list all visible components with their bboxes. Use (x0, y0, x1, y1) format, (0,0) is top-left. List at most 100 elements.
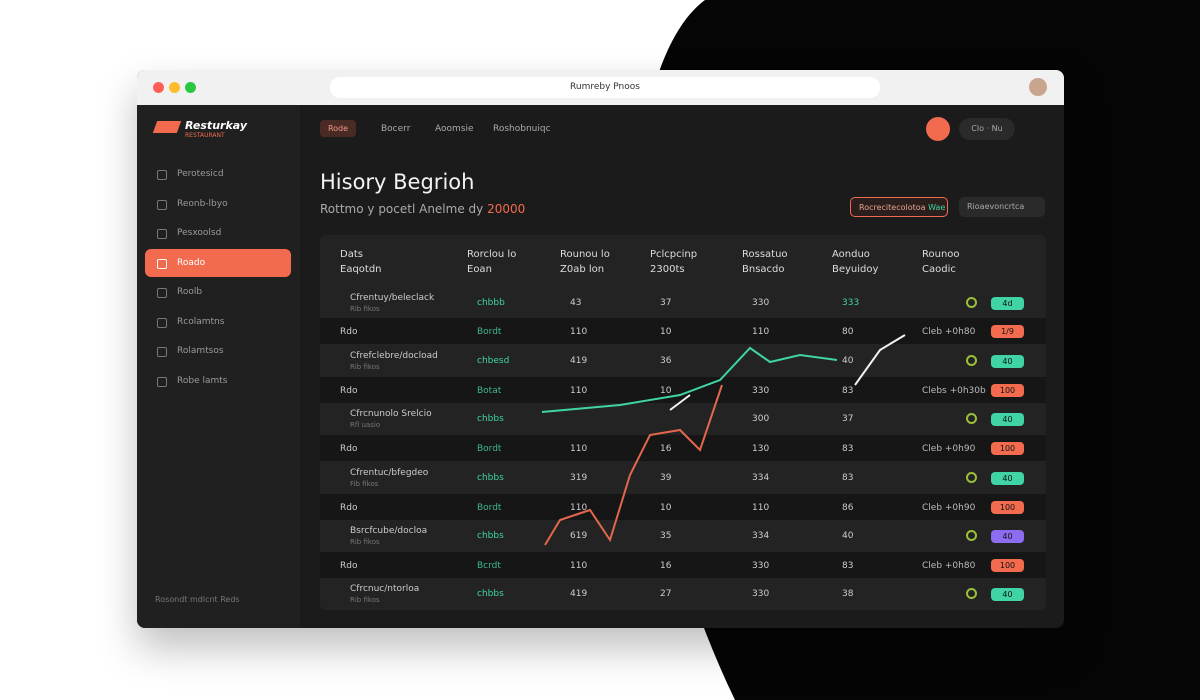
row-cell: 110 (570, 386, 588, 396)
row-icon (966, 413, 977, 424)
page-title: Hisory Begrioh (320, 170, 475, 194)
column-header: Rounoo (922, 249, 960, 260)
row-cell: 83 (842, 444, 854, 454)
row-cell: Bordt (477, 444, 502, 454)
status-badge[interactable]: 40 (991, 588, 1024, 601)
row-name: Cfrcnunolo Srelcio (350, 409, 432, 419)
column-header: Rounou lo (560, 249, 610, 260)
minimize[interactable] (169, 82, 180, 93)
row-cell: 10 (660, 327, 672, 337)
row-sub: Rfl uasio (350, 421, 381, 429)
column-header: Eaqotdn (340, 264, 382, 275)
status-badge[interactable]: 100 (991, 384, 1024, 397)
column-header: Eoan (467, 264, 492, 275)
status-badge[interactable]: 100 (991, 501, 1024, 514)
row-name: Cfrefclebre/docload (350, 351, 438, 361)
nav-link[interactable]: Aoomsie (435, 124, 474, 134)
row-cell: 83 (842, 473, 854, 483)
status-badge[interactable]: 40 (991, 472, 1024, 485)
row-cell: 319 (570, 473, 588, 483)
nav-link[interactable]: Bocerr (381, 124, 411, 134)
sidebar-item[interactable]: Roado (145, 248, 291, 277)
filter-text: Rocrecitecolotoa (859, 203, 926, 212)
column-header: Beyuidoy (832, 264, 879, 275)
row-cell: 110 (570, 503, 588, 513)
row-sub: Fib fikos (350, 480, 379, 488)
row-cell: 43 (570, 298, 582, 308)
status-badge[interactable]: 1/9 (991, 325, 1024, 338)
row-cell: 110 (570, 561, 588, 571)
trend-overlay (541, 334, 906, 546)
filter[interactable]: Rocrecitecolotoa Wae (850, 197, 948, 217)
url-bar[interactable]: Rumreby Pnoos (330, 77, 880, 98)
table-row: Rdo Bcrdt 110 16 330 83 Cleb +0h80 100 (320, 552, 1046, 578)
highlight: 20000 (487, 202, 526, 216)
status-badge[interactable]: 4d (991, 297, 1024, 310)
row-cell: 83 (842, 561, 854, 571)
row-cell: 40 (842, 531, 854, 541)
row-cell: 333 (842, 298, 860, 308)
avatar[interactable] (1029, 78, 1047, 96)
status-badge[interactable]: 40 (991, 530, 1024, 543)
sidebar-icon (157, 258, 167, 269)
column-header: Z0ab lon (560, 264, 605, 275)
title-bar: Rumreby Pnoos (137, 70, 1064, 105)
status-badge[interactable]: 100 (991, 442, 1024, 455)
table-row: Cfrentuy/beleclack Rib fikos chbbb 43 37 330 3… (320, 287, 1046, 319)
sidebar-item[interactable]: Pesxoolsd (177, 228, 222, 238)
column-header: Rossatuo (742, 249, 788, 260)
table-row: Rdo Bordt 110 10 110 80 Cleb +0h80 1/9 (320, 318, 1046, 344)
sidebar-footer: Rosondt mdlcnt Reds (155, 595, 240, 604)
row-cell: 86 (842, 503, 854, 513)
row-icon (966, 472, 977, 483)
sort[interactable]: Rioaevoncrtca (959, 197, 1045, 217)
sidebar-item[interactable]: Roolb (177, 287, 203, 297)
row-cell: 619 (570, 531, 588, 541)
sidebar-item[interactable]: Rcolamtns (177, 316, 225, 327)
table-row: Cfrentuc/bfegdeo Fib fikos chbbs 319 39 334 83… (320, 462, 1046, 494)
row-icon (966, 588, 977, 599)
row-note: Cleb +0h80 (922, 327, 976, 337)
user-menu[interactable]: Clo · Nu (959, 118, 1015, 140)
row-note: Clebs +0h30b (922, 386, 986, 396)
row-cell: 10 (660, 386, 672, 396)
sidebar: Resturkay RESTAURANT Perotesicd Reonb-lby… (137, 105, 300, 628)
status-badge[interactable]: 40 (991, 355, 1024, 368)
status-badge[interactable]: 100 (991, 559, 1024, 572)
row-sub: Rib fikos (350, 305, 380, 313)
subtitle-text: Rottmo y pocetl Anelme dy (320, 202, 484, 216)
row-name: Rdo (340, 561, 358, 571)
row-cell: 16 (660, 561, 672, 571)
sidebar-item[interactable]: Perotesicd (177, 169, 224, 179)
column-header: Aonduo (832, 249, 870, 260)
row-cell: 10 (660, 503, 672, 513)
row-cell: 300 (752, 414, 770, 424)
status-badge[interactable]: 40 (991, 413, 1024, 426)
close[interactable] (153, 82, 164, 93)
row-cell: 110 (570, 327, 588, 337)
row-name: Rdo (340, 386, 358, 396)
column-header: Bnsacdo (742, 264, 785, 275)
notification[interactable] (926, 117, 950, 141)
nav-chip[interactable]: Rode (320, 120, 356, 137)
lang: Nu (991, 124, 1003, 133)
sidebar-item[interactable]: Reonb-lbyo (177, 198, 228, 209)
row-cell: 83 (842, 386, 854, 396)
table-row: Bsrcfcube/docloa Rib fikos chbbs 619 35 334 40… (320, 520, 1046, 552)
filter-tag: Wae (928, 203, 946, 212)
row-cell: 110 (570, 444, 588, 454)
row-cell: Bordt (477, 327, 502, 337)
row-cell: chbbs (477, 589, 504, 599)
sidebar-icon (157, 170, 167, 180)
row-cell: 27 (660, 589, 672, 599)
row-cell: chbbs (477, 414, 504, 424)
row-icon (966, 355, 977, 366)
row-cell: 330 (752, 561, 770, 571)
sidebar-item[interactable]: Robe lamts (177, 375, 228, 386)
sidebar-item[interactable]: Rolamtsos (177, 346, 224, 356)
maximize[interactable] (185, 82, 196, 93)
table-row: Cfrefclebre/docload Rib fikos chbesd 419 36 4… (320, 345, 1046, 377)
nav-link[interactable]: Roshobnuiqc (493, 124, 551, 134)
row-cell: 419 (570, 356, 588, 366)
row-cell: 110 (752, 503, 770, 513)
